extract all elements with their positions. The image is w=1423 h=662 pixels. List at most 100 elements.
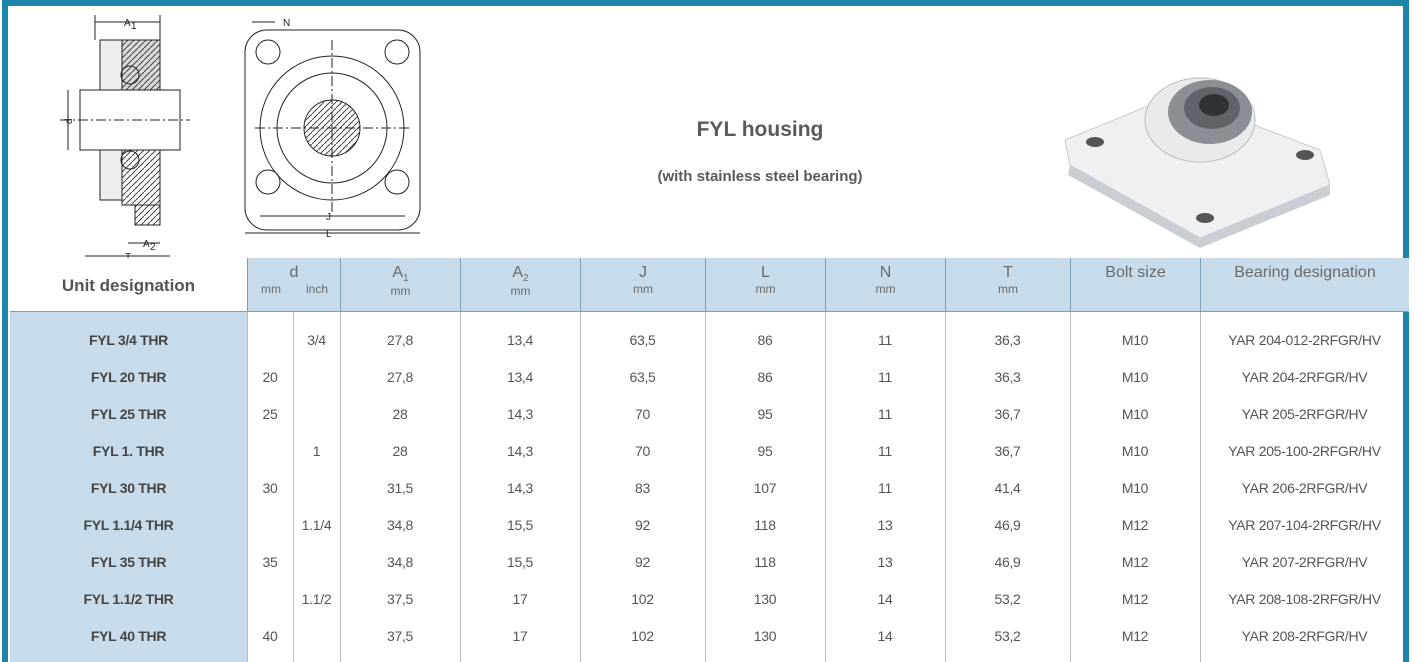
- table-cell: 36,7: [945, 433, 1070, 470]
- table-cell: 36,3: [945, 359, 1070, 396]
- table-cell: 13: [825, 507, 945, 544]
- table-cell: 63,5: [580, 359, 705, 396]
- header-name: Bearing designation: [1201, 264, 1409, 282]
- column-header: Bearing designation: [1200, 258, 1409, 312]
- drawing-label: J: [326, 212, 331, 223]
- column-header: Tmm: [945, 258, 1070, 312]
- table-cell: M10: [1070, 322, 1200, 359]
- subtitle: (with stainless steel bearing): [560, 168, 960, 185]
- table-cell: M10: [1070, 470, 1200, 507]
- drawing-label: N: [283, 18, 290, 29]
- drawing-label: 1: [131, 21, 137, 32]
- table-cell: YAR 207-104-2RFGR/HV: [1200, 507, 1409, 544]
- header-name: Bolt size: [1071, 264, 1200, 282]
- table-cell: 53,2: [945, 618, 1070, 655]
- header-text: d: [290, 264, 299, 281]
- header-unit: inch: [294, 282, 340, 296]
- table-cell: FYL 1.1/4 THR: [10, 507, 247, 544]
- header-unit: mm: [706, 282, 825, 296]
- table-cell: 107: [705, 470, 825, 507]
- table-cell: 37,5: [340, 618, 460, 655]
- table-cell: 1.1/4: [293, 507, 340, 544]
- table-cell: 130: [705, 581, 825, 618]
- table-cell: 25: [247, 396, 293, 433]
- table-cell: YAR 205-100-2RFGR/HV: [1200, 433, 1409, 470]
- header-unit: mm: [581, 282, 705, 296]
- column-header: Bolt size: [1070, 258, 1200, 312]
- table-cell: M12: [1070, 544, 1200, 581]
- table-cell: 14,3: [460, 470, 580, 507]
- table-cell: M10: [1070, 359, 1200, 396]
- table-cell: 46,9: [945, 544, 1070, 581]
- table-cell: 14,3: [460, 433, 580, 470]
- table-cell: 17: [460, 581, 580, 618]
- table-cell: M10: [1070, 433, 1200, 470]
- table-cell: 83: [580, 470, 705, 507]
- side-view: [60, 15, 190, 256]
- header-name: A1: [341, 264, 460, 284]
- header-unit: mm: [341, 284, 460, 298]
- header-name: J: [581, 264, 705, 282]
- table-cell: 53,2: [945, 581, 1070, 618]
- table-cell: 102: [580, 618, 705, 655]
- table-cell: 27,8: [340, 322, 460, 359]
- table-cell: 13: [825, 544, 945, 581]
- table-cell: 46,9: [945, 507, 1070, 544]
- table-cell: 34,8: [340, 507, 460, 544]
- table-cell: FYL 3/4 THR: [10, 322, 247, 359]
- table-cell: FYL 20 THR: [10, 359, 247, 396]
- table-cell: 30: [247, 470, 293, 507]
- table-cell: YAR 208-2RFGR/HV: [1200, 618, 1409, 655]
- drawing-label: A: [143, 239, 150, 250]
- table-cell: 70: [580, 433, 705, 470]
- drawing-label: L: [326, 229, 332, 240]
- table-cell: YAR 207-2RFGR/HV: [1200, 544, 1409, 581]
- header-text: Bolt size: [1105, 264, 1165, 281]
- table-cell: 11: [825, 359, 945, 396]
- table-cell: 102: [580, 581, 705, 618]
- header-unit: mm: [826, 282, 945, 296]
- table-cell: 40: [247, 618, 293, 655]
- table-cell: 15,5: [460, 544, 580, 581]
- table-cell: 28: [340, 396, 460, 433]
- table-cell: M12: [1070, 507, 1200, 544]
- table-cell: FYL 1. THR: [10, 433, 247, 470]
- header-text: J: [639, 264, 647, 281]
- header-text: Bearing designation: [1234, 264, 1375, 281]
- table-cell: 92: [580, 544, 705, 581]
- table-cell: 28: [340, 433, 460, 470]
- table-cell: 13,4: [460, 322, 580, 359]
- table-cell: 15,5: [460, 507, 580, 544]
- table-cell: 11: [825, 433, 945, 470]
- table-cell: YAR 205-2RFGR/HV: [1200, 396, 1409, 433]
- column-header: A1mm: [340, 258, 460, 312]
- header-name: d: [248, 264, 340, 282]
- table-cell: 35: [247, 544, 293, 581]
- header-name: T: [946, 264, 1070, 282]
- table-cell: 3/4: [293, 322, 340, 359]
- front-view: [245, 22, 420, 233]
- table-cell: YAR 204-012-2RFGR/HV: [1200, 322, 1409, 359]
- header-text: L: [761, 264, 770, 281]
- header-name: A2: [461, 264, 580, 284]
- header-unit: mm: [248, 282, 294, 296]
- table-cell: FYL 30 THR: [10, 470, 247, 507]
- table-cell: 14,3: [460, 396, 580, 433]
- table-cell: 86: [705, 359, 825, 396]
- header-text: A: [392, 264, 403, 281]
- table-cell: 1: [293, 433, 340, 470]
- table-cell: 34,8: [340, 544, 460, 581]
- table-cell: 11: [825, 396, 945, 433]
- header-unit: mm: [946, 282, 1070, 296]
- table-cell: 118: [705, 507, 825, 544]
- drawing-label: 2: [150, 242, 156, 253]
- table-cell: 70: [580, 396, 705, 433]
- drawing-label: d: [64, 118, 75, 124]
- product-photo: [1065, 78, 1330, 248]
- table-cell: FYL 25 THR: [10, 396, 247, 433]
- table-cell: M12: [1070, 618, 1200, 655]
